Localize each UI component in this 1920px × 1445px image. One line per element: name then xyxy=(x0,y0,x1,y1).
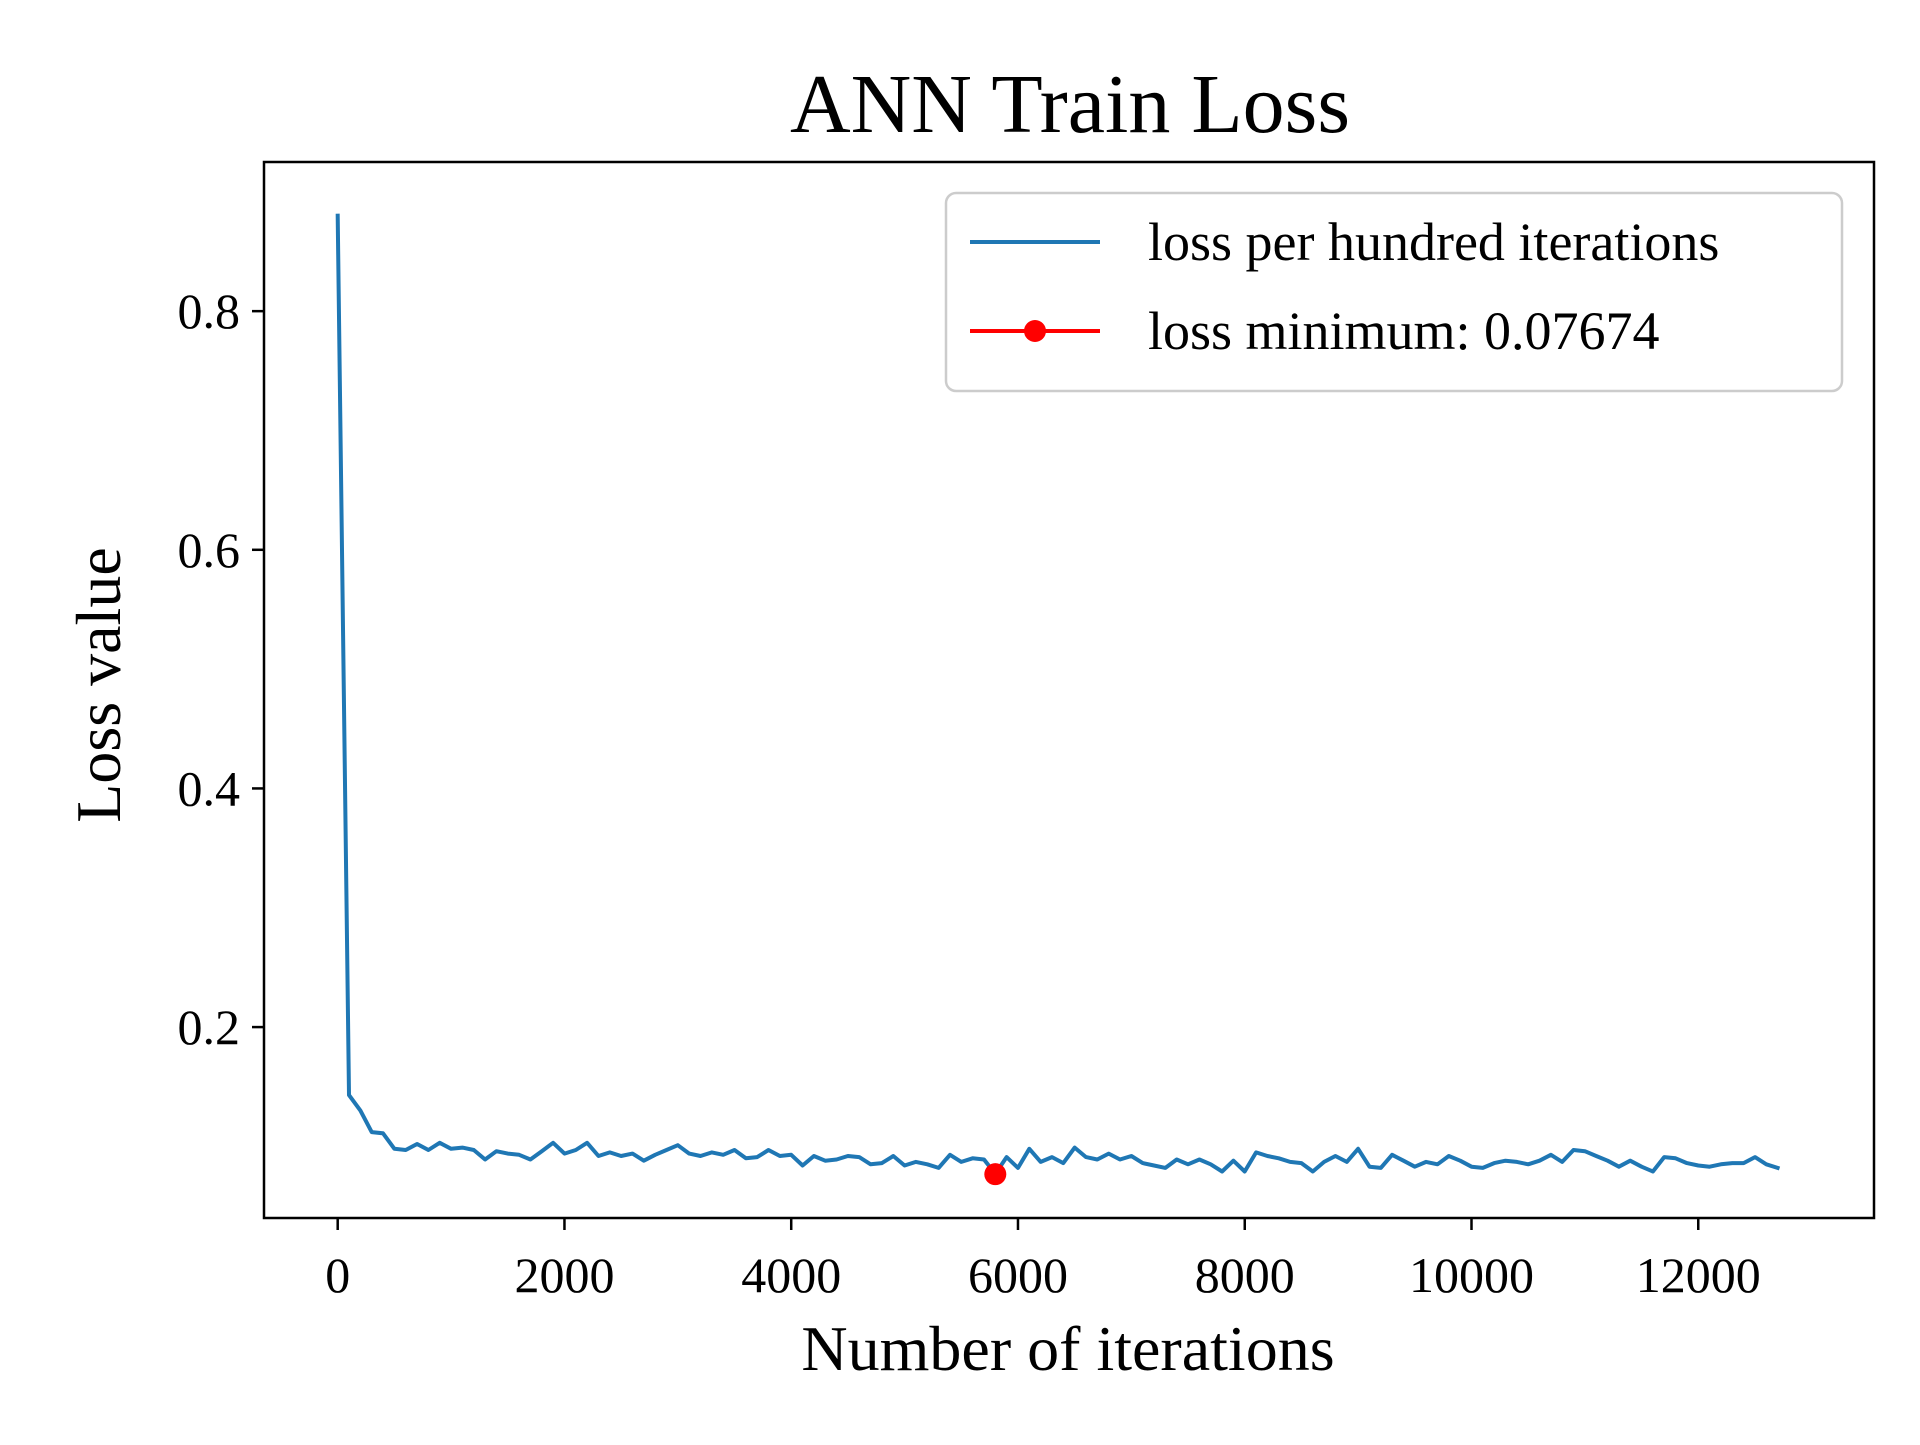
x-tick-label: 4000 xyxy=(741,1247,841,1303)
x-axis: 0 2000 4000 6000 8000 10000 12000 xyxy=(325,1218,1761,1303)
minimum-point-marker xyxy=(984,1163,1007,1186)
x-tick-label: 10000 xyxy=(1409,1247,1534,1303)
plot-frame xyxy=(262,160,1876,1220)
x-tick-label: 0 xyxy=(325,1247,350,1303)
legend-label-loss-series: loss per hundred iterations xyxy=(1148,212,1719,272)
x-tick-label: 12000 xyxy=(1636,1247,1761,1303)
chart-title: ANN Train Loss xyxy=(790,58,1350,151)
x-tick-label: 2000 xyxy=(514,1247,614,1303)
series-line-0 xyxy=(335,213,1781,1176)
y-axis-label: Loss value xyxy=(63,547,134,823)
series-layer xyxy=(335,213,1781,1186)
legend-marker-minimum xyxy=(1024,320,1046,342)
x-tick-label: 8000 xyxy=(1195,1247,1295,1303)
plot-area: 0 2000 4000 6000 8000 10000 12000 0.2 0.4 0.6 0.8 xyxy=(178,160,1876,1303)
y-tick-label: 0.8 xyxy=(178,283,241,339)
y-tick-label: 0.2 xyxy=(178,999,241,1055)
y-tick-label: 0.4 xyxy=(178,760,241,816)
legend-label-minimum: loss minimum: 0.07674 xyxy=(1148,301,1660,361)
y-tick-label: 0.6 xyxy=(178,522,241,578)
x-axis-label: Number of iterations xyxy=(801,1313,1334,1384)
x-tick-label: 6000 xyxy=(968,1247,1068,1303)
legend: loss per hundred iterations loss minimum… xyxy=(944,191,1844,393)
legend-box xyxy=(944,191,1844,393)
y-axis: 0.2 0.4 0.6 0.8 xyxy=(178,283,264,1055)
